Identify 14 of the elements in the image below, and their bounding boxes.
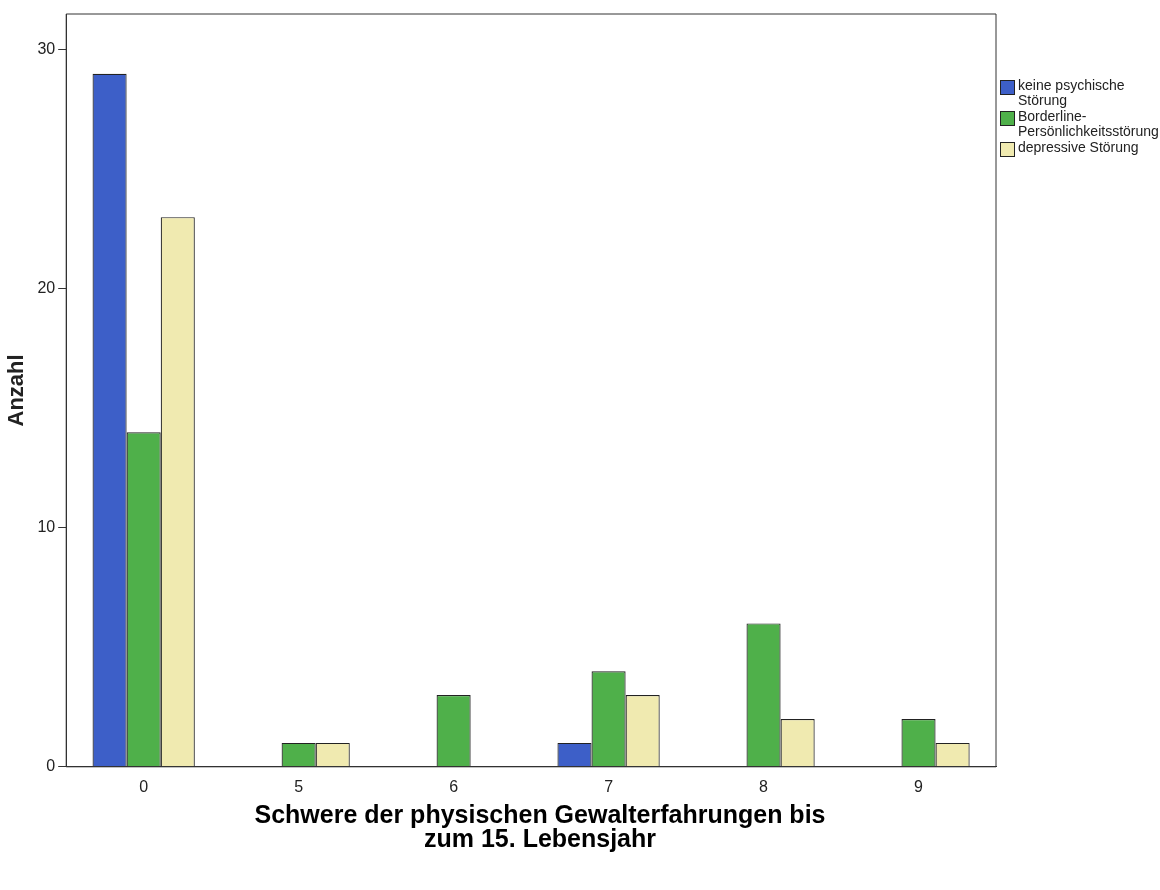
- x-tick-label: 5: [294, 777, 304, 795]
- x-tick-label: 0: [139, 777, 149, 795]
- y-tick-label: 10: [37, 518, 56, 536]
- legend-label: depressive Störung: [1018, 139, 1139, 155]
- y-tick-label: 20: [37, 279, 56, 297]
- x-tick-label: 6: [449, 777, 459, 795]
- x-tick-label: 7: [604, 777, 614, 795]
- x-axis-title: Schwere der physischen Gewalterfahrungen bis zum 15. Lebensjahr: [253, 800, 827, 852]
- y-tick-label: 30: [37, 40, 56, 58]
- legend-label: keine psychische Störung: [1018, 77, 1126, 108]
- y-axis-title: Anzahl: [3, 354, 29, 427]
- x-tick-label: 9: [914, 777, 924, 795]
- y-tick-label: 0: [46, 757, 56, 775]
- x-tick-label: 8: [759, 777, 769, 795]
